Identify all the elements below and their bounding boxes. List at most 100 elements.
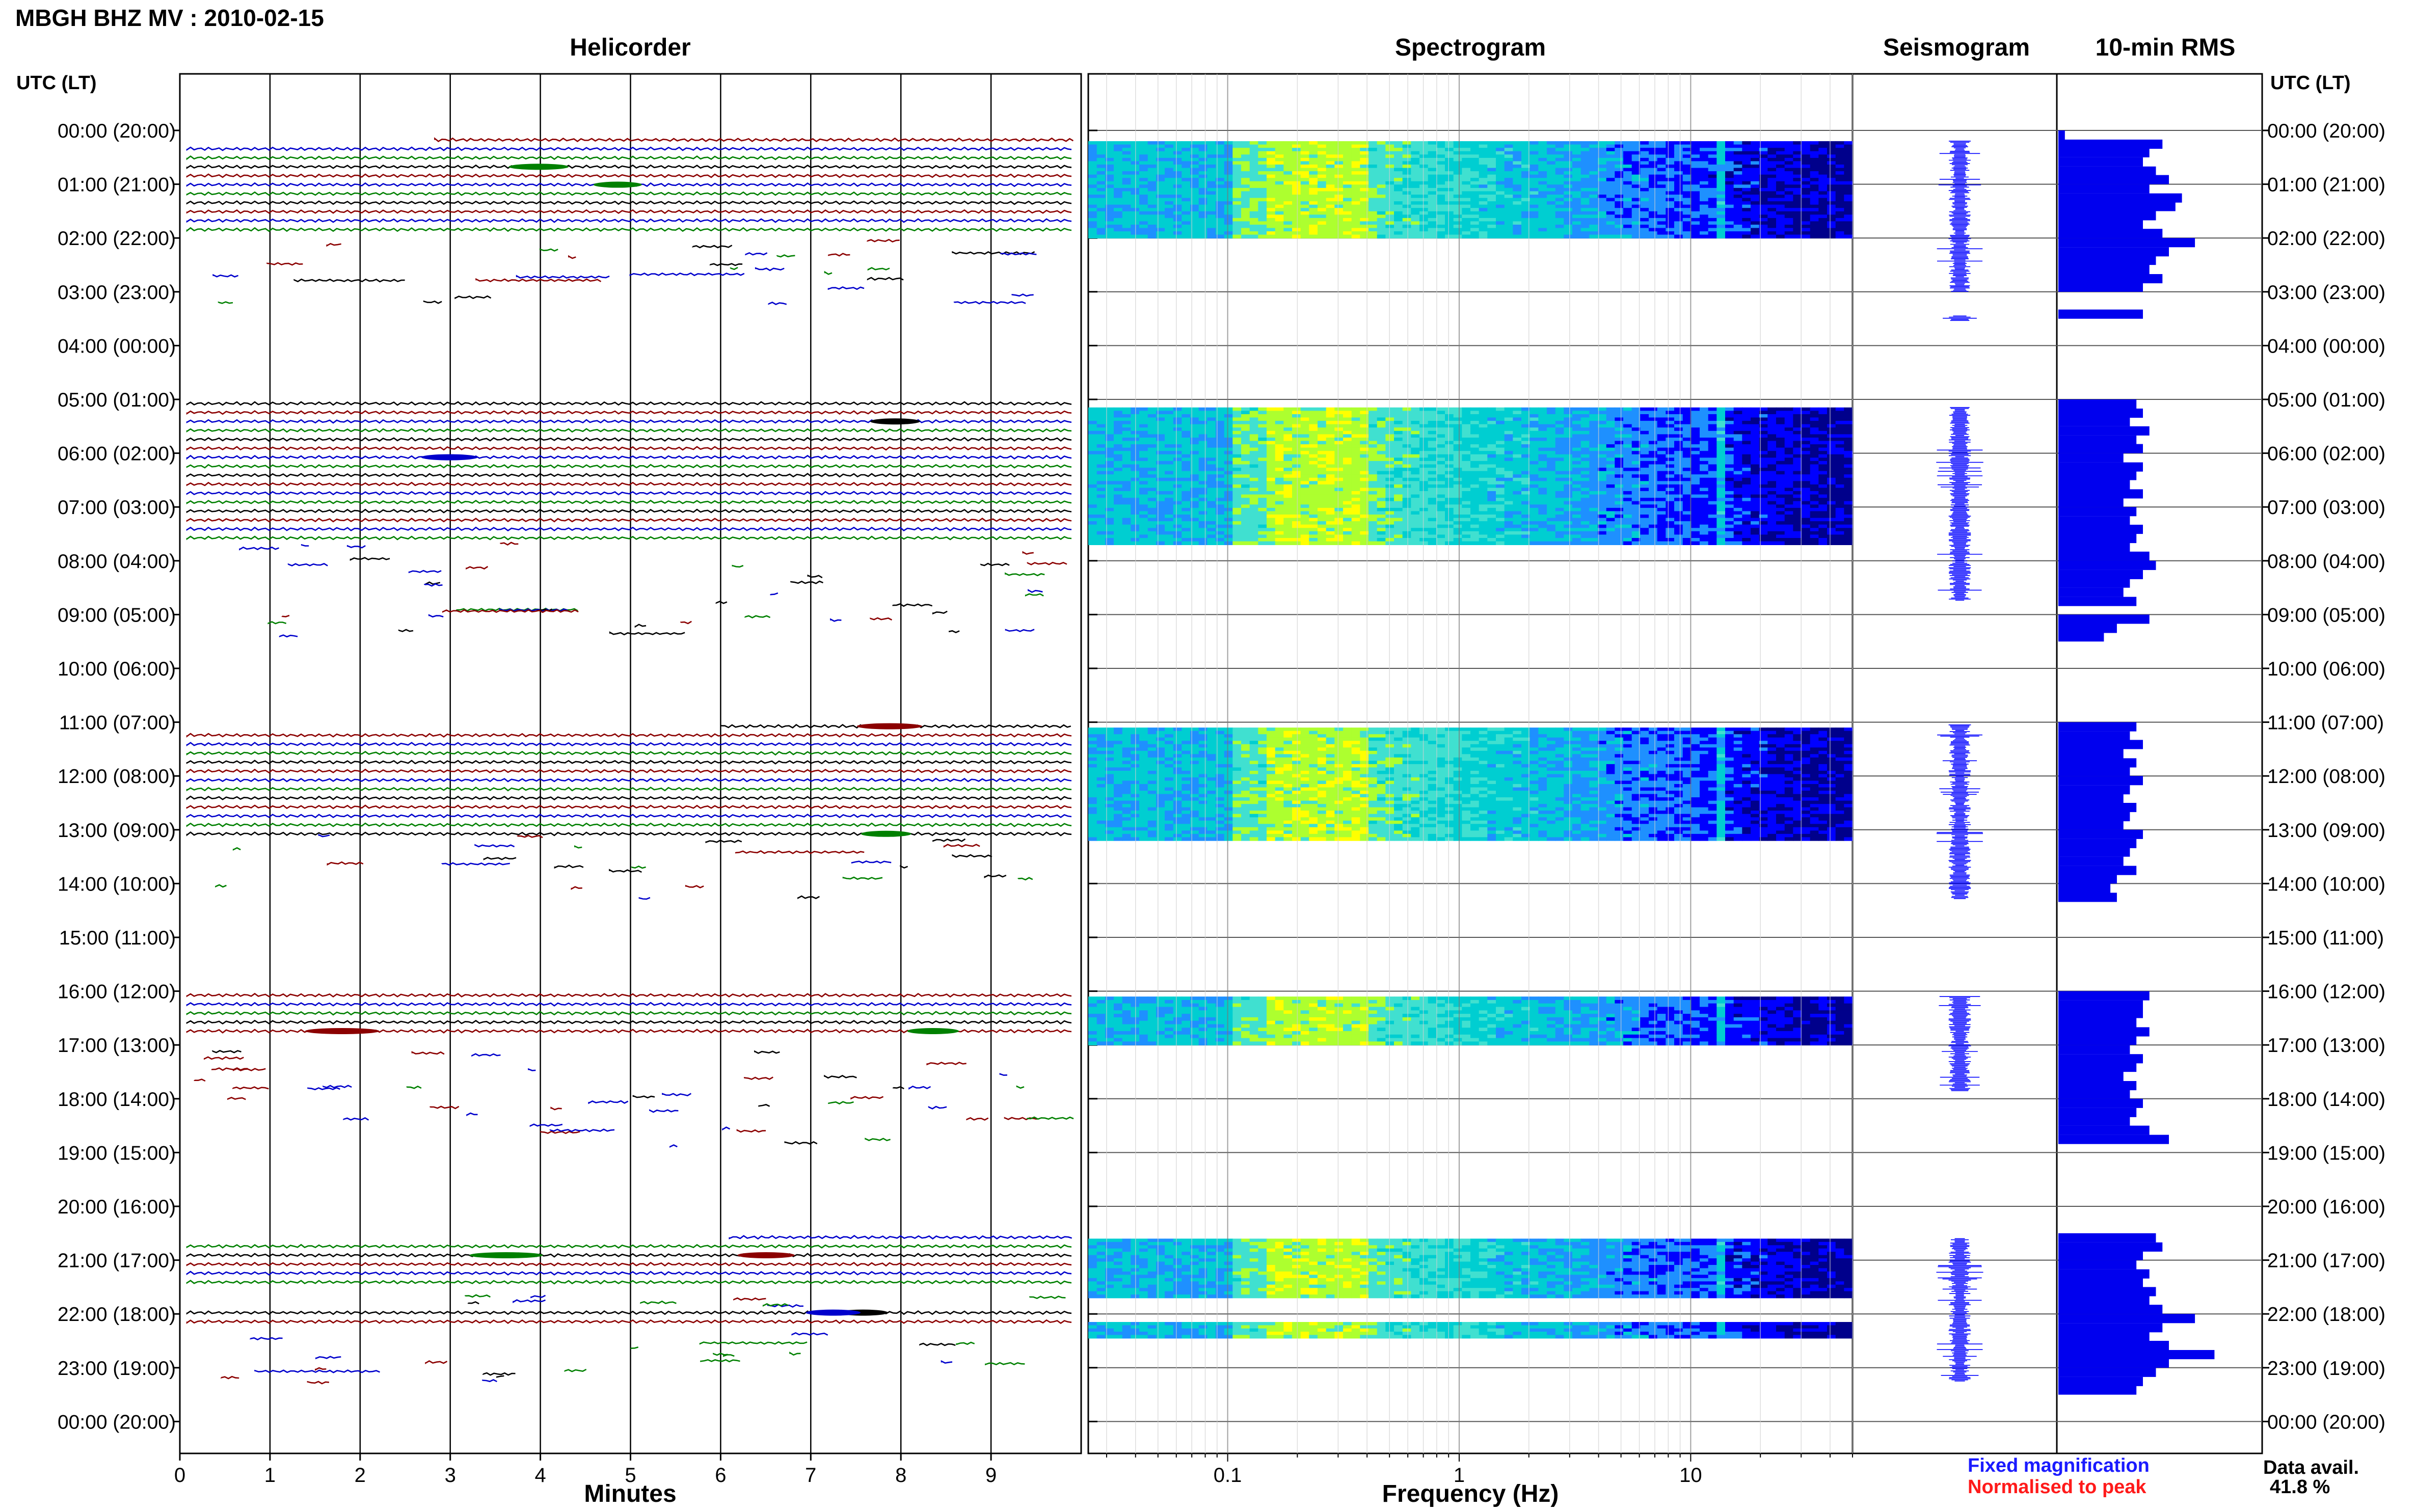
spectrogram-cell xyxy=(1496,411,1505,414)
spectrogram-cell xyxy=(1241,474,1250,478)
spectrogram-cell xyxy=(1538,175,1547,178)
spectrogram-cell xyxy=(1292,418,1301,421)
spectrogram-cell xyxy=(1301,441,1310,445)
spectrogram-cell xyxy=(1836,465,1845,468)
spectrogram-cell xyxy=(1173,454,1183,458)
spectrogram-cell xyxy=(1479,421,1488,424)
spectrogram-cell xyxy=(1836,418,1845,421)
helicorder-fragment xyxy=(347,546,365,548)
spectrogram-cell xyxy=(1369,158,1378,161)
spectrogram-cell xyxy=(1742,191,1751,195)
spectrogram-cell xyxy=(1555,228,1565,232)
spectrogram-cell xyxy=(1250,201,1259,205)
spectrogram-cell xyxy=(1623,451,1632,454)
spectrogram-cell xyxy=(1572,451,1581,454)
spectrogram-cell xyxy=(1615,465,1624,468)
spectrogram-cell xyxy=(1343,181,1352,185)
helicorder-trace xyxy=(187,509,1071,512)
spectrogram-cell xyxy=(1649,175,1658,178)
spectrogram-cell xyxy=(1360,228,1369,232)
spectrogram-cell xyxy=(1419,228,1429,232)
spectrogram-cell xyxy=(1352,461,1361,465)
spectrogram-cell xyxy=(1292,448,1301,451)
spectrogram-cell xyxy=(1513,178,1522,181)
spectrogram-cell xyxy=(1615,145,1624,148)
spectrogram-cell xyxy=(1691,148,1700,151)
spectrogram-cell xyxy=(1716,158,1726,161)
spectrogram-cell xyxy=(1352,214,1361,218)
spectrogram-cell xyxy=(1267,161,1276,165)
spectrogram-cell xyxy=(1122,195,1132,198)
spectrogram-cell xyxy=(1292,171,1301,175)
spectrogram-cell xyxy=(1827,414,1836,418)
spectrogram-cell xyxy=(1496,148,1505,151)
spectrogram-cell xyxy=(1122,451,1132,454)
spectrogram-cell xyxy=(1394,424,1403,428)
spectrogram-cell xyxy=(1581,457,1590,461)
spectrogram-cell xyxy=(1598,408,1607,411)
spectrogram-cell xyxy=(1725,448,1734,451)
spectrogram-cell xyxy=(1818,178,1828,181)
spectrogram-cell xyxy=(1581,171,1590,175)
spectrogram-cell xyxy=(1513,195,1522,198)
spectrogram-cell xyxy=(1674,181,1683,185)
spectrogram-cell xyxy=(1411,228,1420,232)
spectrogram-cell xyxy=(1513,221,1522,225)
spectrogram-cell xyxy=(1640,444,1649,448)
spectrogram-cell xyxy=(1615,148,1624,151)
spectrogram-cell xyxy=(1751,414,1760,418)
spectrogram-cell xyxy=(1309,148,1318,151)
spectrogram-cell xyxy=(1844,154,1853,158)
spectrogram-cell xyxy=(1827,151,1836,155)
spectrogram-cell xyxy=(1148,165,1157,168)
spectrogram-cell xyxy=(1232,478,1242,481)
spectrogram-cell xyxy=(1334,208,1344,211)
helicorder-fragment xyxy=(610,632,685,635)
spectrogram-cell xyxy=(1411,465,1420,468)
spectrogram-cell xyxy=(1267,444,1276,448)
spectrogram-cell xyxy=(1470,168,1480,172)
spectrogram-cell xyxy=(1598,424,1607,428)
spectrogram-cell xyxy=(1606,434,1616,438)
spectrogram-cell xyxy=(1623,214,1632,218)
spectrogram-cell xyxy=(1377,228,1386,232)
spectrogram-cell xyxy=(1767,444,1777,448)
spectrogram-cell xyxy=(1606,444,1616,448)
spectrogram-cell xyxy=(1751,228,1760,232)
spectrogram-cell xyxy=(1462,474,1471,478)
spectrogram-cell xyxy=(1462,195,1471,198)
hour-label-left: 09:00 (05:00) xyxy=(58,604,176,626)
spectrogram-cell xyxy=(1428,231,1437,235)
spectrogram-cell xyxy=(1419,411,1429,414)
spectrogram-cell xyxy=(1640,431,1649,435)
spectrogram-cell xyxy=(1182,454,1191,458)
spectrogram-cell xyxy=(1199,161,1208,165)
spectrogram-cell xyxy=(1334,454,1344,458)
spectrogram-cell xyxy=(1530,198,1539,202)
spectrogram-cell xyxy=(1700,478,1709,481)
spectrogram-cell xyxy=(1725,444,1734,448)
spectrogram-cell xyxy=(1436,181,1445,185)
spectrogram-cell xyxy=(1844,451,1853,454)
spectrogram-cell xyxy=(1207,161,1216,165)
spectrogram-cell xyxy=(1827,175,1836,178)
spectrogram-cell xyxy=(1700,465,1709,468)
helicorder-fragment xyxy=(425,584,443,586)
spectrogram-cell xyxy=(1394,158,1403,161)
spectrogram-cell xyxy=(1657,171,1667,175)
spectrogram-cell xyxy=(1666,421,1675,424)
spectrogram-cell xyxy=(1292,438,1301,441)
spectrogram-cell xyxy=(1538,141,1547,145)
spectrogram-cell xyxy=(1589,178,1598,181)
spectrogram-cell xyxy=(1267,418,1276,421)
spectrogram-cell xyxy=(1428,201,1437,205)
spectrogram-cell xyxy=(1326,468,1335,471)
helicorder-fragment xyxy=(282,615,289,616)
spectrogram-cell xyxy=(1547,195,1556,198)
spectrogram-cell xyxy=(1767,145,1777,148)
spectrogram-cell xyxy=(1802,424,1811,428)
spectrogram-cell xyxy=(1547,444,1556,448)
spectrogram-cell xyxy=(1793,214,1802,218)
spectrogram-cell xyxy=(1139,221,1148,225)
spectrogram-cell xyxy=(1513,441,1522,445)
